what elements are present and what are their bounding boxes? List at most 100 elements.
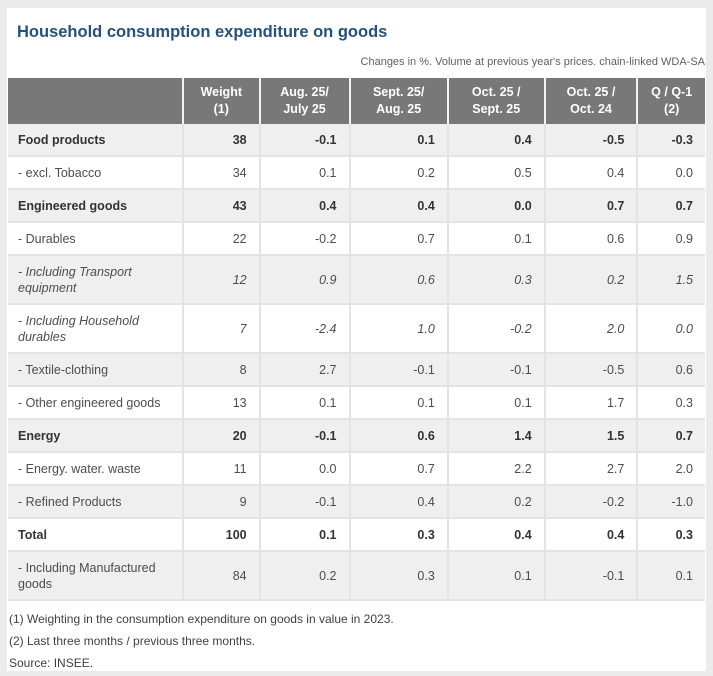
cell-value: 0.1 <box>348 124 448 157</box>
cell-value: 0.0 <box>446 189 545 223</box>
cell-value: 0.0 <box>636 156 705 190</box>
row-label: Energy <box>8 419 183 453</box>
content-card: Household consumption expenditure on goo… <box>7 8 706 671</box>
row-label: - Textile-clothing <box>8 353 183 387</box>
cell-value: 34 <box>181 156 260 190</box>
table-subtitle: Changes in %. Volume at previous year's … <box>360 56 705 68</box>
cell-value: 8 <box>181 353 260 387</box>
cell-value: 0.2 <box>258 551 350 601</box>
cell-value: 84 <box>181 551 260 601</box>
cell-value: -0.5 <box>543 124 638 157</box>
cell-value: -0.1 <box>258 485 350 519</box>
cell-value: 20 <box>181 419 260 453</box>
cell-value: 0.4 <box>446 518 545 552</box>
cell-value: 0.6 <box>543 222 638 256</box>
column-header: Q / Q-1 (2) <box>636 78 705 124</box>
column-header: Sept. 25/Aug. 25 <box>348 78 448 124</box>
cell-value: -0.3 <box>636 124 705 157</box>
cell-value: 2.0 <box>543 304 638 354</box>
cell-value: 0.7 <box>543 189 638 223</box>
cell-value: 0.2 <box>348 156 448 190</box>
cell-value: -2.4 <box>258 304 350 354</box>
row-label: - excl. Tobacco <box>8 156 183 190</box>
footnotes: (1) Weighting in the consumption expendi… <box>9 608 706 674</box>
row-label: - Durables <box>8 222 183 256</box>
table-row: Energy 20 -0.1 0.6 1.4 1.5 0.7 <box>8 419 705 453</box>
table-row: Total 100 0.1 0.3 0.4 0.4 0.3 <box>8 518 705 552</box>
row-label: - Energy. water. waste <box>8 452 183 486</box>
cell-value: 0.0 <box>258 452 350 486</box>
cell-value: 43 <box>181 189 260 223</box>
cell-value: 100 <box>181 518 260 552</box>
cell-value: -0.1 <box>446 353 545 387</box>
cell-value: 2.7 <box>258 353 350 387</box>
cell-value: 11 <box>181 452 260 486</box>
cell-value: 0.3 <box>348 551 448 601</box>
data-table: Weight (1) Aug. 25/July 25 Sept. 25/Aug. 25… <box>8 78 705 601</box>
table-header-row: Weight (1) Aug. 25/July 25 Sept. 25/Aug. 25… <box>8 78 705 124</box>
cell-value: -0.1 <box>543 551 638 601</box>
table-row: - Energy. water. waste 11 0.0 0.7 2.2 2.7 2.0 <box>8 452 705 486</box>
cell-value: -0.2 <box>446 304 545 354</box>
cell-value: 0.1 <box>258 386 350 420</box>
table-row: - Including Household durables 7 -2.4 1.0 -0… <box>8 304 705 354</box>
cell-value: 0.4 <box>348 485 448 519</box>
cell-value: 0.1 <box>446 551 545 601</box>
cell-value: 0.7 <box>636 189 705 223</box>
cell-value: 13 <box>181 386 260 420</box>
cell-value: 1.5 <box>636 255 705 305</box>
cell-value: 0.1 <box>258 518 350 552</box>
cell-value: 0.7 <box>348 452 448 486</box>
table-row: - Textile-clothing 8 2.7 -0.1 -0.1 -0.5 0.6 <box>8 353 705 387</box>
cell-value: 12 <box>181 255 260 305</box>
cell-value: 0.1 <box>258 156 350 190</box>
table-row: Food products 38 -0.1 0.1 0.4 -0.5 -0.3 <box>8 124 705 157</box>
cell-value: 0.6 <box>348 419 448 453</box>
cell-value: 0.0 <box>636 304 705 354</box>
table-row: - Durables 22 -0.2 0.7 0.1 0.6 0.9 <box>8 222 705 256</box>
cell-value: 0.2 <box>446 485 545 519</box>
column-header: Weight (1) <box>181 78 260 124</box>
cell-value: 0.5 <box>446 156 545 190</box>
cell-value: 0.1 <box>446 386 545 420</box>
cell-value: 9 <box>181 485 260 519</box>
row-label: - Including Transport equipment <box>8 255 183 305</box>
page-title: Household consumption expenditure on goo… <box>17 23 388 41</box>
cell-value: 2.0 <box>636 452 705 486</box>
row-label: Engineered goods <box>8 189 183 223</box>
footnote-2: (2) Last three months / previous three m… <box>9 634 256 648</box>
cell-value: 38 <box>181 124 260 157</box>
cell-value: 0.1 <box>636 551 705 601</box>
cell-value: 0.4 <box>446 124 545 157</box>
column-header: Oct. 25 /Sept. 25 <box>446 78 545 124</box>
cell-value: 2.7 <box>543 452 638 486</box>
cell-value: 0.3 <box>636 386 705 420</box>
cell-value: -0.5 <box>543 353 638 387</box>
cell-value: 0.4 <box>258 189 350 223</box>
column-header: Oct. 25 /Oct. 24 <box>543 78 638 124</box>
cell-value: 1.4 <box>446 419 545 453</box>
cell-value: 0.9 <box>636 222 705 256</box>
cell-value: 0.9 <box>258 255 350 305</box>
cell-value: 0.3 <box>446 255 545 305</box>
cell-value: -0.2 <box>258 222 350 256</box>
cell-value: 0.4 <box>543 518 638 552</box>
column-header: Aug. 25/July 25 <box>258 78 350 124</box>
source-note: Source: INSEE. <box>9 656 94 670</box>
cell-value: 0.2 <box>543 255 638 305</box>
cell-value: 22 <box>181 222 260 256</box>
cell-value: 0.1 <box>446 222 545 256</box>
table-row: - excl. Tobacco 34 0.1 0.2 0.5 0.4 0.0 <box>8 156 705 190</box>
row-label: Food products <box>8 124 183 157</box>
cell-value: 7 <box>181 304 260 354</box>
cell-value: 2.2 <box>446 452 545 486</box>
table-row: - Refined Products 9 -0.1 0.4 0.2 -0.2 -1.0 <box>8 485 705 519</box>
cell-value: -0.1 <box>258 124 350 157</box>
cell-value: 0.4 <box>348 189 448 223</box>
cell-value: 0.1 <box>348 386 448 420</box>
cell-value: 1.7 <box>543 386 638 420</box>
table-row: - Including Transport equipment 12 0.9 0.6 0… <box>8 255 705 305</box>
cell-value: -0.1 <box>258 419 350 453</box>
row-label: - Including Household durables <box>8 304 183 354</box>
row-label-column-header <box>8 78 183 124</box>
